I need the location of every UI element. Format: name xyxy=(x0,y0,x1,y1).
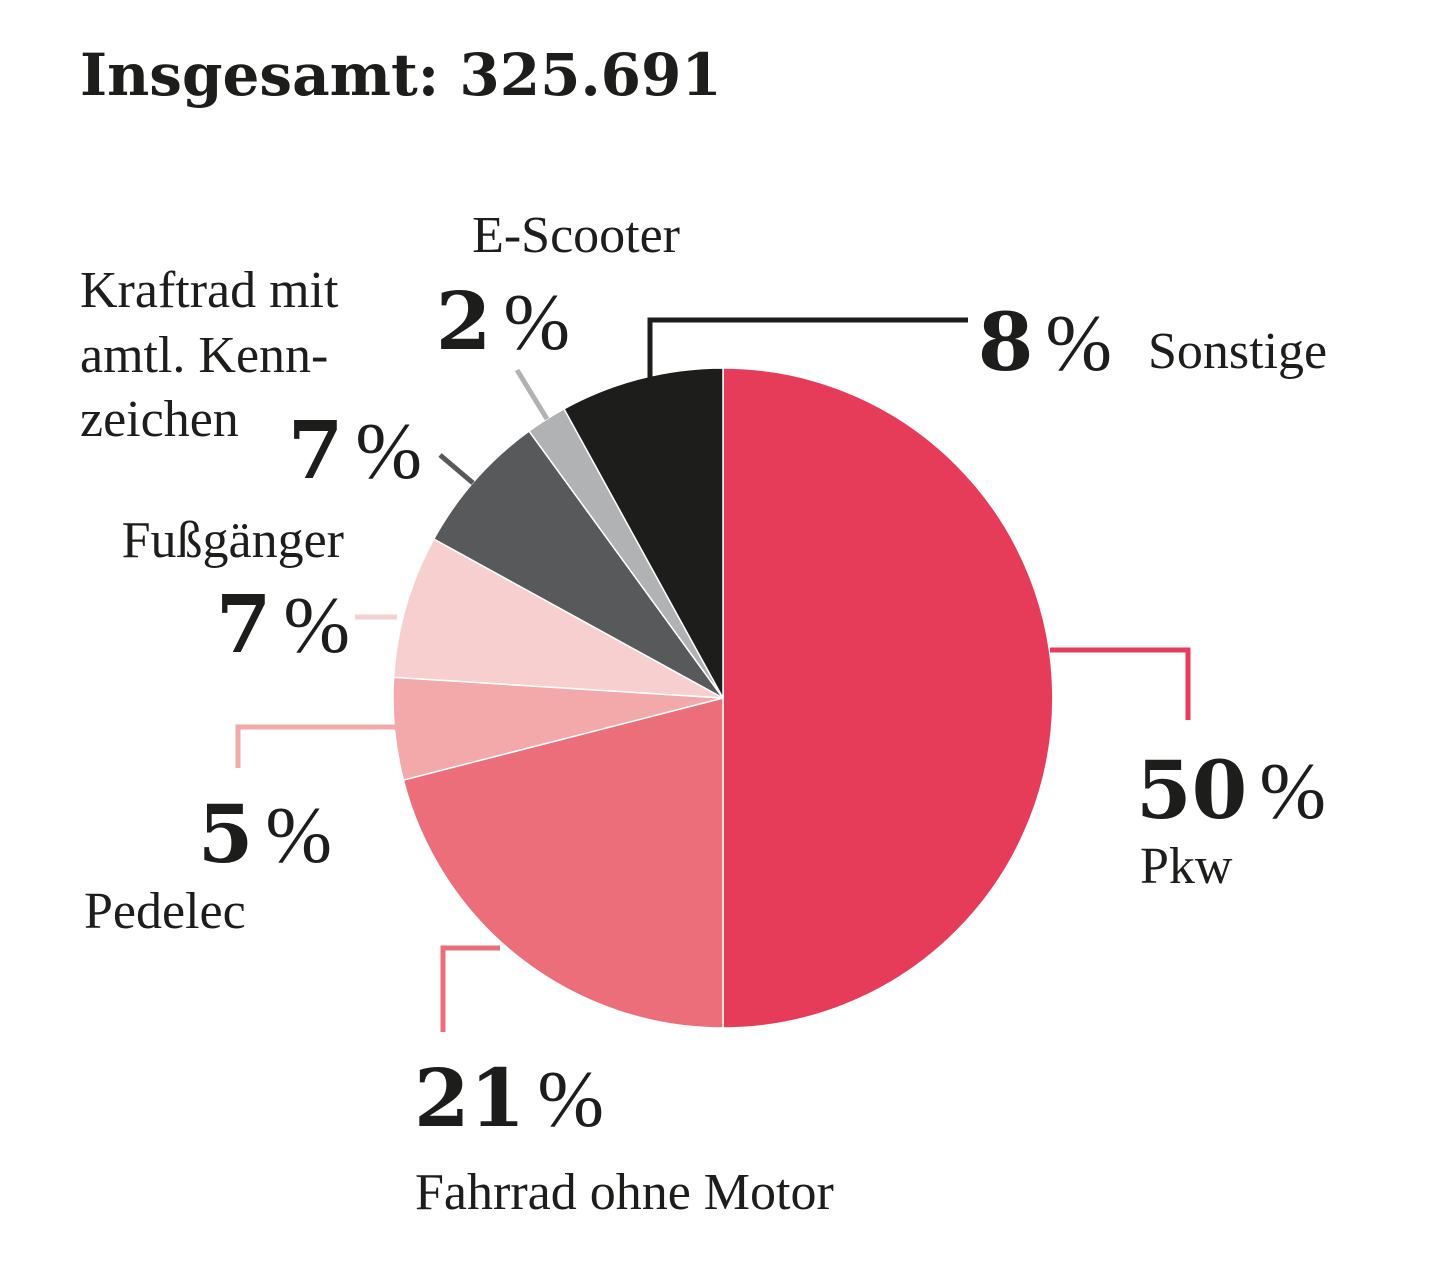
pie-slices xyxy=(392,367,1054,1029)
leader-line-fahrrad-ohne-motor xyxy=(440,945,500,1032)
slice-name-kraftrad-mit-amtl-kennzeichen-line-1: Kraftrad mit xyxy=(80,262,339,319)
slice-name-pedelec: Pedelec xyxy=(84,883,246,940)
slice-name-kraftrad-mit-amtl-kennzeichen-line-2: amtl. Kenn- xyxy=(80,327,328,384)
slice-name-e-scooter: E-Scooter xyxy=(472,207,680,264)
data-label-fussgaenger: 7% xyxy=(216,577,350,671)
data-label-pkw: 50% xyxy=(1136,743,1326,837)
slice-labels: 50 %Pkw 21 % Fahrrad ohne Motor 5 %Pedelec 7 % Fu… xyxy=(80,207,1327,1221)
slice-name-sonstige: Sonstige xyxy=(1148,323,1327,380)
pie-slice-pkw xyxy=(722,367,1054,1029)
slice-name-fahrrad-ohne-motor: Fahrrad ohne Motor xyxy=(415,1164,834,1221)
data-label-sonstige: 8% xyxy=(978,295,1112,389)
chart-title: Insgesamt: 325.691 xyxy=(80,41,722,109)
pie-slice-fussgaenger xyxy=(392,538,724,699)
leader-line-kraftrad-mit-amtl-kennzeichen xyxy=(438,453,475,485)
data-label-kraftrad-mit-amtl-kennzeichen: 7% xyxy=(288,403,422,497)
pie-slice-fahrrad-ohne-motor xyxy=(402,697,724,1029)
leader-line-pkw xyxy=(1050,647,1191,720)
leader-line-e-scooter xyxy=(514,368,550,421)
data-label-pedelec: 5% xyxy=(198,787,332,881)
slice-name-pkw: Pkw xyxy=(1140,838,1233,895)
slice-name-kraftrad-mit-amtl-kennzeichen-line-3: zeichen xyxy=(80,391,239,448)
pie-slice-sonstige xyxy=(563,367,724,699)
data-label-e-scooter: 2% xyxy=(436,274,570,368)
leader-line-sonstige xyxy=(647,317,968,378)
leader-lines xyxy=(235,317,1191,1032)
pie-slice-kraftrad-mit-amtl-kennzeichen xyxy=(432,429,724,699)
leader-line-pedelec xyxy=(235,724,396,768)
data-label-fahrrad-ohne-motor: 21% xyxy=(414,1051,604,1145)
slice-name-fussgaenger: Fußgänger xyxy=(122,512,344,569)
